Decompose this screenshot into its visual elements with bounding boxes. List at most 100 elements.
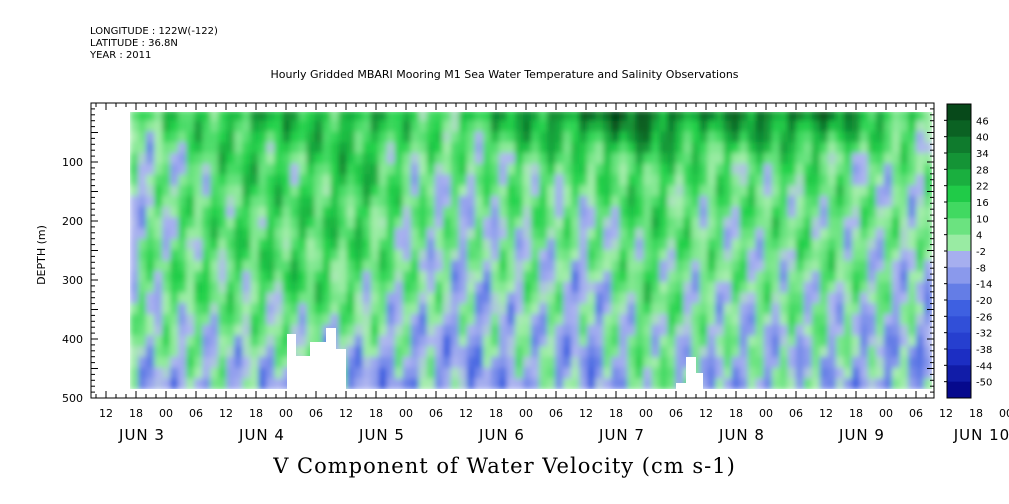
velocity-cell [498, 378, 508, 390]
velocity-cell [258, 249, 267, 261]
velocity-cell [771, 346, 781, 358]
velocity-cell [322, 163, 332, 176]
velocity-cell [442, 120, 452, 133]
velocity-cell [210, 217, 219, 229]
velocity-cell [466, 142, 476, 154]
velocity-cell [699, 260, 709, 272]
velocity-cell [819, 335, 829, 347]
velocity-cell [899, 153, 909, 165]
velocity-cell [234, 206, 243, 219]
velocity-cell [851, 324, 861, 337]
velocity-cell [354, 378, 364, 390]
velocity-cell [402, 174, 412, 186]
velocity-cell [378, 314, 388, 326]
velocity-cell [258, 335, 267, 347]
velocity-cell [867, 174, 877, 186]
velocity-cell [539, 367, 548, 380]
velocity-cell [282, 120, 291, 133]
velocity-cell [442, 153, 452, 165]
velocity-cell [506, 271, 516, 283]
velocity-cell [202, 271, 211, 283]
velocity-cell [154, 356, 163, 369]
velocity-cell [170, 281, 179, 294]
velocity-cell [346, 281, 356, 294]
velocity-cell [522, 346, 532, 358]
velocity-cell [779, 174, 789, 186]
velocity-cell [707, 335, 717, 347]
velocity-cell [234, 356, 243, 369]
velocity-cell [170, 120, 179, 133]
velocity-cell [627, 271, 636, 283]
velocity-cell [787, 174, 797, 186]
velocity-cell [322, 238, 332, 251]
velocity-cell [290, 206, 300, 219]
velocity-cell [250, 356, 259, 369]
velocity-cell [675, 174, 684, 186]
x-hour-label: 06 [309, 407, 323, 420]
velocity-cell [402, 131, 412, 143]
velocity-cell [563, 249, 572, 261]
velocity-cell [418, 163, 428, 176]
velocity-cell [851, 195, 861, 208]
velocity-cell [923, 131, 933, 143]
velocity-cell [827, 292, 837, 304]
velocity-cell [290, 153, 300, 165]
velocity-cell [514, 228, 524, 240]
velocity-cell [531, 185, 540, 197]
velocity-cell [539, 346, 548, 358]
velocity-cell [458, 131, 468, 143]
velocity-cell [386, 356, 396, 369]
velocity-cell [266, 238, 275, 251]
velocity-cell [603, 120, 612, 133]
velocity-cell [843, 174, 853, 186]
velocity-cell [130, 195, 139, 208]
velocity-cell [362, 356, 372, 369]
velocity-cell [899, 281, 909, 294]
velocity-cell [699, 303, 709, 315]
velocity-cell [402, 335, 412, 347]
velocity-cell [555, 153, 564, 165]
velocity-cell [418, 356, 428, 369]
velocity-cell [635, 378, 644, 390]
velocity-cell [883, 292, 893, 304]
velocity-cell [731, 356, 741, 369]
velocity-cell [418, 131, 428, 143]
velocity-cell [707, 195, 717, 208]
velocity-cell [490, 206, 500, 219]
velocity-cell [579, 292, 588, 304]
velocity-cell [867, 292, 877, 304]
velocity-cell [170, 174, 179, 186]
velocity-cell [210, 206, 219, 219]
velocity-cell [362, 195, 372, 208]
velocity-cell [298, 228, 308, 240]
velocity-cell [298, 260, 308, 272]
velocity-cell [763, 195, 773, 208]
velocity-cell [170, 346, 179, 358]
velocity-cell [450, 131, 460, 143]
velocity-cell [378, 228, 388, 240]
velocity-cell [691, 131, 701, 143]
velocity-cell [138, 131, 147, 143]
velocity-cell [266, 206, 275, 219]
velocity-cell [611, 281, 620, 294]
velocity-cell [138, 228, 147, 240]
velocity-cell [883, 249, 893, 261]
velocity-cell [410, 356, 420, 369]
velocity-cell [434, 249, 444, 261]
velocity-cell [731, 346, 741, 358]
velocity-cell [194, 303, 203, 315]
velocity-cell [394, 174, 404, 186]
velocity-cell [338, 271, 348, 283]
velocity-cell [178, 206, 187, 219]
velocity-cell [803, 153, 813, 165]
velocity-cell [899, 346, 909, 358]
velocity-cell [883, 346, 893, 358]
velocity-cell [394, 163, 404, 176]
velocity-cell [178, 228, 187, 240]
velocity-cell [426, 217, 436, 229]
velocity-cell [883, 120, 893, 133]
velocity-cell [795, 206, 805, 219]
velocity-cell [394, 142, 404, 154]
velocity-cell [290, 110, 300, 122]
